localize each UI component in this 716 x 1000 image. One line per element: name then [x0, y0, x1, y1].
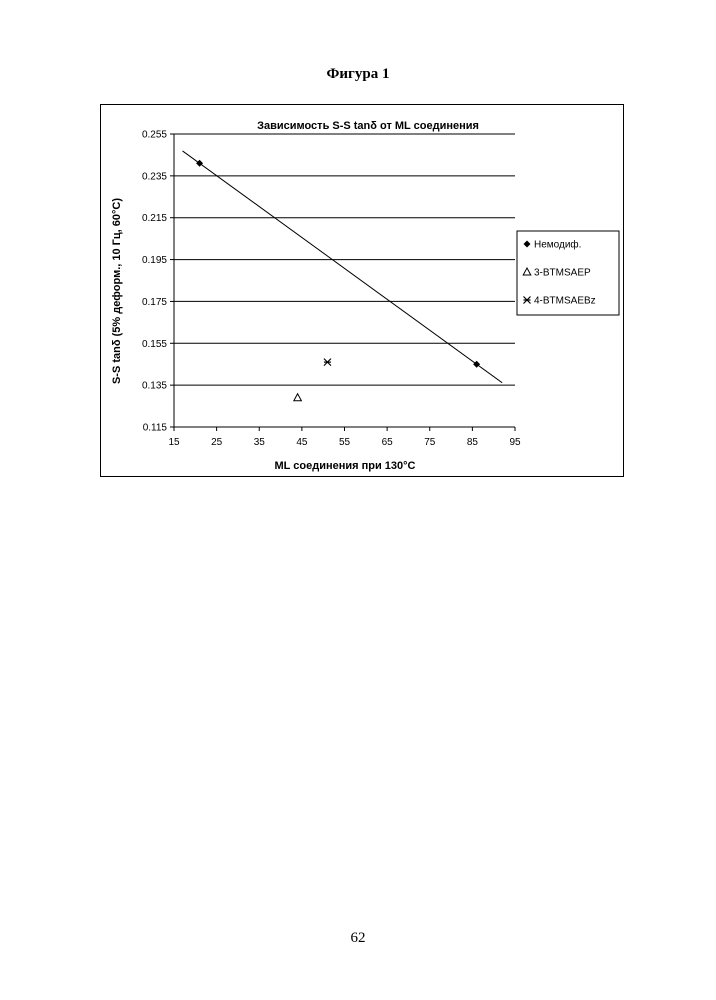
y-axis-title: S-S tanδ (5% деформ., 10 Гц, 60°C) [111, 198, 123, 384]
x-tick-label-6: 75 [424, 437, 436, 448]
y-tick-label-4: 0.175 [142, 297, 167, 308]
x-tick-label-4: 55 [339, 437, 351, 448]
data-point-0-1 [473, 361, 480, 368]
x-axis-title: ML соединения при 130°C [275, 460, 416, 472]
x-tick-label-2: 35 [254, 437, 266, 448]
x-tick-label-8: 95 [509, 437, 521, 448]
x-tick-label-5: 65 [382, 437, 394, 448]
x-tick-label-3: 45 [296, 437, 308, 448]
y-tick-label-7: 0.115 [143, 423, 168, 434]
legend-label-0: Немодиф. [534, 239, 581, 251]
y-tick-label-0: 0.255 [142, 130, 167, 141]
chart-frame: Зависимость S-S tanδ от ML соединения 0.… [100, 104, 624, 477]
figure-caption: Фигура 1 [0, 66, 716, 83]
legend-label-1: 3-BTMSAEP [534, 268, 591, 279]
y-tick-label-3: 0.195 [142, 255, 167, 266]
data-point-2-0 [324, 359, 331, 366]
page-number: 62 [0, 930, 716, 947]
x-tick-label-1: 25 [211, 437, 223, 448]
data-point-0-0 [196, 160, 203, 167]
trendline-group [183, 151, 503, 383]
trendline [183, 151, 503, 383]
data-point-1-0 [294, 394, 302, 401]
x-tick-label-7: 85 [467, 437, 479, 448]
y-tick-label-5: 0.155 [142, 339, 167, 350]
grid-lines [174, 134, 515, 427]
chart-title: Зависимость S-S tanδ от ML соединения [257, 120, 479, 132]
y-tick-label-6: 0.135 [142, 381, 167, 392]
y-tick-label-2: 0.215 [142, 213, 167, 224]
axes: 0.255 0.235 0.215 0.195 0.175 0.155 0.135 0.115… [142, 130, 521, 449]
legend: Немодиф. 3-BTMSAEP 4-BTMSAEBz [517, 231, 619, 315]
legend-label-2: 4-BTMSAEBz [534, 296, 596, 307]
x-tick-label-0: 15 [168, 437, 180, 448]
data-points [196, 160, 480, 401]
scatter-chart: Зависимость S-S tanδ от ML соединения 0.… [101, 105, 625, 478]
y-tick-label-1: 0.235 [142, 171, 167, 182]
